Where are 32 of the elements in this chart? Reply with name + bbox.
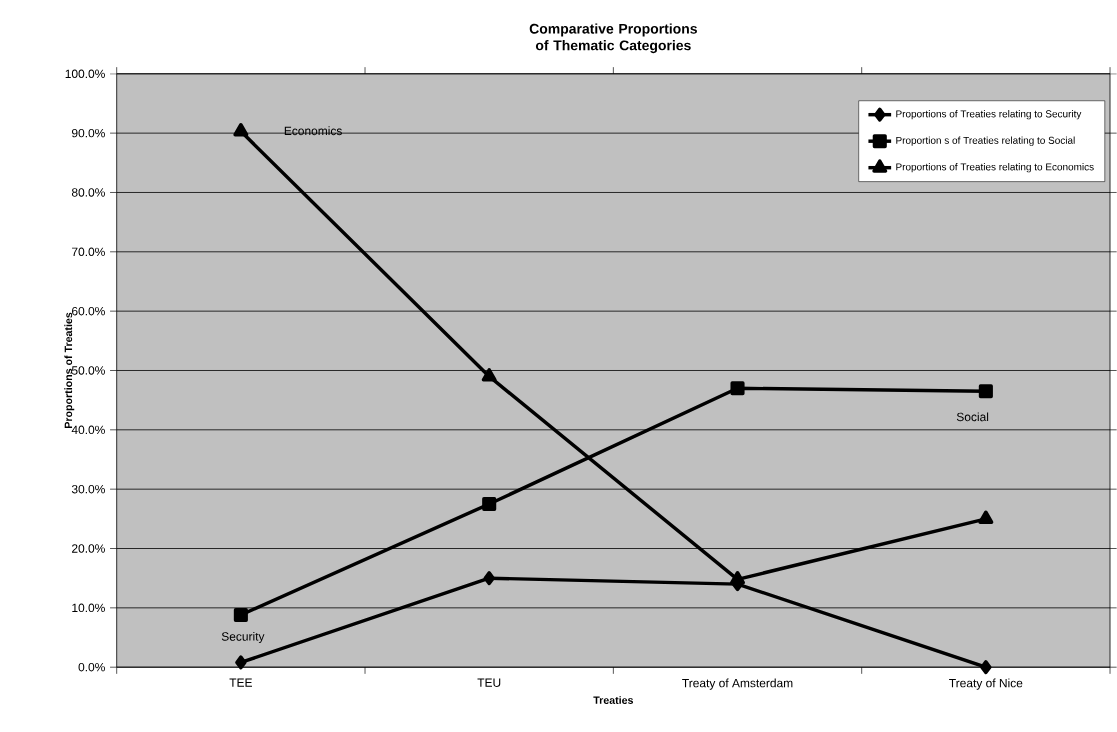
- point: [481, 368, 497, 382]
- x-tick-label: TEE: [229, 678, 252, 687]
- point: [233, 122, 249, 137]
- x-tick-label: Treaty of Nice: [949, 678, 1023, 690]
- legend-label: Proportion s of Treaties relating to Social: [896, 136, 1075, 146]
- chart-title: Comparative Proportions of Thematic Categories: [529, 23, 697, 54]
- y-tick-label: 20.0%: [72, 544, 105, 553]
- point: [978, 510, 994, 524]
- x-tick-label: Treaty of Amsterdam: [682, 678, 793, 690]
- point: [233, 607, 248, 623]
- y-tick-label: 100.0%: [65, 69, 105, 79]
- y-tick-label: 80.0%: [71, 188, 105, 197]
- annotation: Social: [956, 412, 989, 422]
- y-tick-label: 60.0%: [72, 306, 105, 316]
- point: [482, 496, 497, 512]
- point: [235, 655, 247, 670]
- y-tick-label: 70.0%: [72, 247, 105, 257]
- x-axis-title: Treaties: [593, 696, 634, 704]
- y-tick-label: 30.0%: [71, 484, 105, 494]
- point: [730, 570, 746, 585]
- y-tick-label: 90.0%: [71, 128, 105, 138]
- y-tick-label: 10.0%: [72, 603, 105, 613]
- legend-label: Proportions of Treaties relating to Economics: [896, 163, 1094, 173]
- point: [483, 571, 495, 586]
- y-tick-label: 0.0%: [78, 662, 105, 672]
- point: [730, 381, 745, 396]
- point: [980, 660, 992, 675]
- annotation: Security: [221, 631, 265, 644]
- annotation: Economics: [284, 126, 342, 136]
- point: [978, 384, 993, 399]
- legend-label: Proportions of Treaties relating to Security: [896, 110, 1082, 120]
- x-tick-label: TEU: [477, 678, 501, 687]
